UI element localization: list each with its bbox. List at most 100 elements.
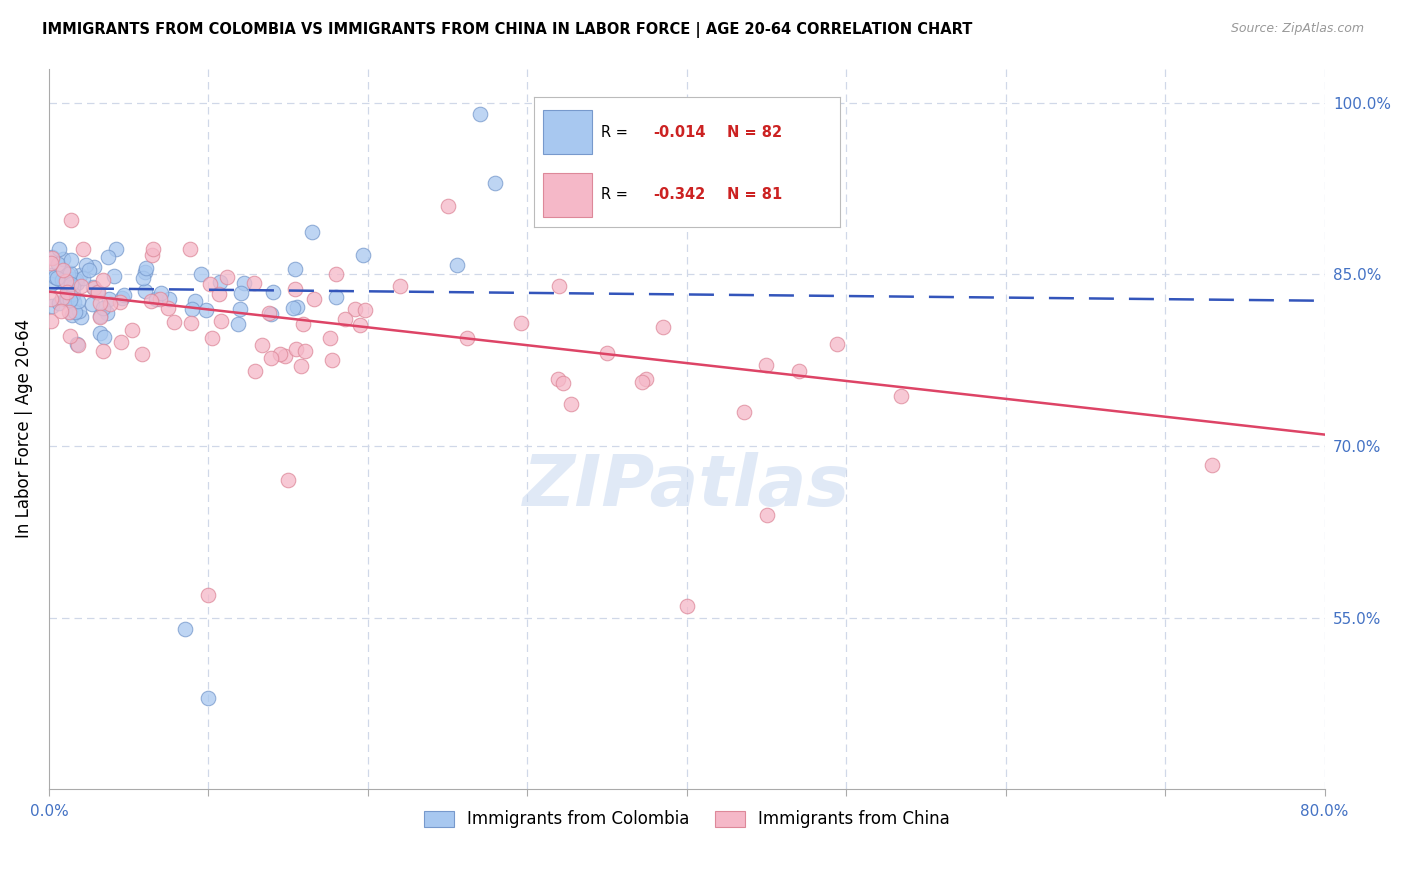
Point: [145, 293, 167, 307]
Point: [201, 331, 224, 345]
Point: [97, 250, 120, 264]
Point: [91, 344, 114, 359]
Point: [39, 314, 62, 328]
Point: [243, 364, 266, 378]
Point: [547, 372, 569, 386]
Point: [181, 301, 204, 316]
Point: [139, 293, 162, 308]
Point: [83, 260, 105, 274]
Point: [229, 301, 252, 316]
Point: [110, 291, 132, 305]
Point: [62, 286, 84, 301]
Point: [72, 242, 94, 256]
Point: [274, 349, 297, 363]
Point: [41, 299, 63, 313]
Point: [98, 296, 121, 310]
Point: [66, 336, 89, 351]
Point: [825, 337, 848, 351]
Point: [48, 242, 70, 256]
Point: [277, 474, 299, 488]
Point: [135, 260, 157, 275]
Point: [72, 271, 94, 285]
Point: [87, 285, 110, 300]
Point: [319, 331, 342, 345]
Point: [39, 277, 62, 291]
Point: [294, 344, 316, 359]
Point: [91, 301, 114, 316]
Point: [62, 272, 84, 286]
Point: [173, 622, 195, 636]
Point: [228, 317, 250, 331]
Point: [44, 269, 66, 284]
Point: [131, 347, 153, 361]
Point: [69, 310, 91, 324]
Point: [301, 225, 323, 239]
Point: [548, 278, 571, 293]
Point: [77, 263, 100, 277]
Point: [83, 281, 105, 295]
Point: [262, 285, 284, 300]
Point: [75, 258, 97, 272]
Point: [325, 268, 347, 282]
Point: [65, 273, 87, 287]
Point: [157, 301, 180, 315]
Point: [209, 314, 232, 328]
Point: [110, 335, 132, 350]
Point: [48, 296, 70, 310]
Text: Source: ZipAtlas.com: Source: ZipAtlas.com: [1230, 22, 1364, 36]
Point: [60, 213, 83, 227]
Point: [436, 199, 458, 213]
Point: [163, 314, 186, 328]
Point: [89, 326, 111, 340]
Point: [285, 301, 308, 315]
Point: [67, 304, 90, 318]
Point: [325, 290, 347, 304]
Point: [560, 396, 582, 410]
Point: [675, 599, 697, 614]
Point: [755, 508, 778, 522]
Text: ZIPatlas: ZIPatlas: [523, 452, 851, 521]
Point: [121, 323, 143, 337]
Point: [281, 301, 304, 315]
Point: [65, 276, 87, 290]
Point: [93, 330, 115, 344]
Point: [510, 316, 533, 330]
Point: [200, 277, 222, 292]
Point: [49, 304, 72, 318]
Point: [259, 306, 281, 320]
Point: [63, 295, 86, 310]
Point: [1201, 458, 1223, 472]
Point: [103, 268, 125, 283]
Point: [149, 285, 172, 300]
Point: [284, 262, 307, 277]
Point: [215, 270, 238, 285]
Point: [354, 303, 377, 318]
Point: [96, 306, 118, 320]
Point: [260, 351, 283, 365]
Point: [190, 267, 212, 281]
Point: [179, 243, 201, 257]
Point: [142, 242, 165, 256]
Point: [55, 292, 77, 306]
Legend: Immigrants from Colombia, Immigrants from China: Immigrants from Colombia, Immigrants fro…: [418, 804, 956, 835]
Point: [194, 303, 217, 318]
Point: [56, 289, 79, 303]
Point: [349, 318, 371, 333]
Point: [59, 277, 82, 291]
Point: [70, 279, 93, 293]
Point: [56, 288, 79, 302]
Point: [104, 242, 127, 256]
Point: [59, 293, 82, 307]
Point: [232, 277, 254, 291]
Point: [93, 273, 115, 287]
Point: [69, 268, 91, 283]
Point: [110, 295, 132, 310]
Point: [98, 292, 121, 306]
Point: [51, 252, 73, 266]
Point: [59, 329, 82, 343]
Point: [446, 258, 468, 272]
Point: [59, 266, 82, 280]
Point: [53, 276, 76, 290]
Point: [207, 287, 229, 301]
Point: [39, 292, 62, 306]
